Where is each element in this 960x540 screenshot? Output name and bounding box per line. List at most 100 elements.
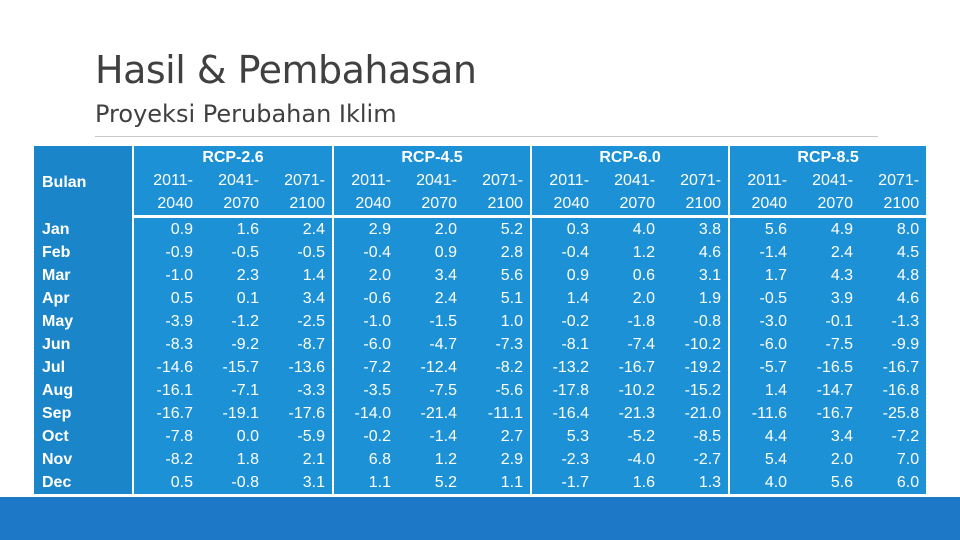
table-cell: -12.4 [398, 356, 464, 379]
table-cell: -8.2 [464, 356, 531, 379]
table-cell: 4.0 [728, 471, 795, 494]
table-cell: -16.5 [794, 356, 861, 379]
row-header-bulan: Bulan [34, 146, 134, 218]
period-header: 2040 [332, 192, 398, 218]
table-cell: -16.7 [134, 402, 200, 425]
table-cell: -5.6 [464, 379, 531, 402]
table-cell: 6.8 [332, 448, 398, 471]
table-cell: -2.5 [266, 310, 332, 333]
table-cell: -7.5 [398, 379, 464, 402]
table-cell: -14.6 [134, 356, 200, 379]
table-cell: 7.0 [860, 448, 927, 471]
table-cell: 4.4 [728, 425, 795, 448]
table-cell: -14.0 [332, 402, 398, 425]
table-cell: -21.4 [398, 402, 464, 425]
table-cell: -0.1 [794, 310, 861, 333]
table-cell: 0.5 [134, 471, 200, 494]
table-cell: -3.3 [266, 379, 332, 402]
table-cell: 0.1 [200, 287, 266, 310]
table-cell: -13.2 [530, 356, 597, 379]
table-cell: 1.1 [464, 471, 531, 494]
period-header: 2100 [464, 192, 531, 218]
table-cell: -21.3 [596, 402, 663, 425]
table-cell: -7.2 [332, 356, 398, 379]
month-label: Sep [34, 402, 134, 425]
month-label: Feb [34, 241, 134, 264]
table-cell: -7.8 [134, 425, 200, 448]
table-cell: -11.1 [464, 402, 531, 425]
table-cell: -1.2 [200, 310, 266, 333]
month-label: Jun [34, 333, 134, 356]
table-cell: -8.3 [134, 333, 200, 356]
table-cell: -3.0 [728, 310, 795, 333]
table-cell: 1.1 [332, 471, 398, 494]
table-cell: 1.6 [596, 471, 663, 494]
table-cell: 1.8 [200, 448, 266, 471]
table-cell: -10.2 [596, 379, 663, 402]
table-cell: -14.7 [794, 379, 861, 402]
month-label: Aug [34, 379, 134, 402]
table-cell: 2.0 [332, 264, 398, 287]
table-cell: -5.9 [266, 425, 332, 448]
table-cell: 4.0 [596, 218, 663, 241]
table-row: Sep -16.7 -19.1 -17.6 -14.0 -21.4 -11.1 -16.4 -2… [34, 402, 927, 425]
table-row: May -3.9 -1.2 -2.5 -1.0 -1.5 1.0 -0.2 -1.8 -0.8 -3… [34, 310, 927, 333]
table-cell: 1.2 [596, 241, 663, 264]
table-cell: 2.4 [266, 218, 332, 241]
table-cell: -25.8 [860, 402, 927, 425]
table-cell: 8.0 [860, 218, 927, 241]
table-cell: -1.0 [134, 264, 200, 287]
table-cell: -5.2 [596, 425, 663, 448]
table-cell: -7.1 [200, 379, 266, 402]
period-header: 2040 [728, 192, 795, 218]
title-divider [95, 136, 878, 137]
climate-projection-table: Bulan RCP-2.6 RCP-4.5 RCP-6.0 RCP-8.5 2011- 20… [34, 146, 927, 494]
table-cell: 2.0 [398, 218, 464, 241]
table-cell: 5.6 [794, 471, 861, 494]
table-cell: -15.7 [200, 356, 266, 379]
table-cell: -16.7 [596, 356, 663, 379]
table-cell: 0.6 [596, 264, 663, 287]
table-cell: 1.0 [464, 310, 531, 333]
table-cell: 0.9 [398, 241, 464, 264]
table-cell: 2.9 [464, 448, 531, 471]
period-header: 2011- [134, 169, 200, 192]
table-cell: -0.5 [266, 241, 332, 264]
table-cell: 5.6 [464, 264, 531, 287]
month-label: Oct [34, 425, 134, 448]
table-cell: 2.4 [794, 241, 861, 264]
period-header: 2100 [662, 192, 729, 218]
month-label: Nov [34, 448, 134, 471]
period-header: 2070 [596, 192, 663, 218]
table-cell: 2.1 [266, 448, 332, 471]
table-cell: -19.2 [662, 356, 729, 379]
table-cell: -9.2 [200, 333, 266, 356]
table-cell: 4.6 [662, 241, 729, 264]
table-cell: 4.9 [794, 218, 861, 241]
table-cell: 1.4 [728, 379, 795, 402]
slide-title: Hasil & Pembahasan [95, 48, 477, 92]
table-header-row: Bulan RCP-2.6 RCP-4.5 RCP-6.0 RCP-8.5 [34, 146, 927, 218]
period-header: 2040 [530, 192, 597, 218]
table-cell: 2.3 [200, 264, 266, 287]
table-cell: 1.6 [200, 218, 266, 241]
scenario-header: RCP-2.6 [134, 146, 332, 169]
month-label: Apr [34, 287, 134, 310]
table-row: Jul -14.6 -15.7 -13.6 -7.2 -12.4 -8.2 -13.2 -16.… [34, 356, 927, 379]
period-header: 2041- [398, 169, 464, 192]
period-header: 2100 [266, 192, 332, 218]
table-cell: -0.8 [662, 310, 729, 333]
table-cell: -8.5 [662, 425, 729, 448]
table-cell: 2.8 [464, 241, 531, 264]
table-cell: -0.4 [332, 241, 398, 264]
table-cell: -15.2 [662, 379, 729, 402]
table-cell: -1.4 [398, 425, 464, 448]
period-header: 2011- [332, 169, 398, 192]
period-header: 2071- [860, 169, 927, 192]
table-cell: -17.8 [530, 379, 597, 402]
month-label: May [34, 310, 134, 333]
table-cell: -7.4 [596, 333, 663, 356]
table-cell: -2.7 [662, 448, 729, 471]
period-header: 2071- [266, 169, 332, 192]
table-cell: -6.0 [332, 333, 398, 356]
